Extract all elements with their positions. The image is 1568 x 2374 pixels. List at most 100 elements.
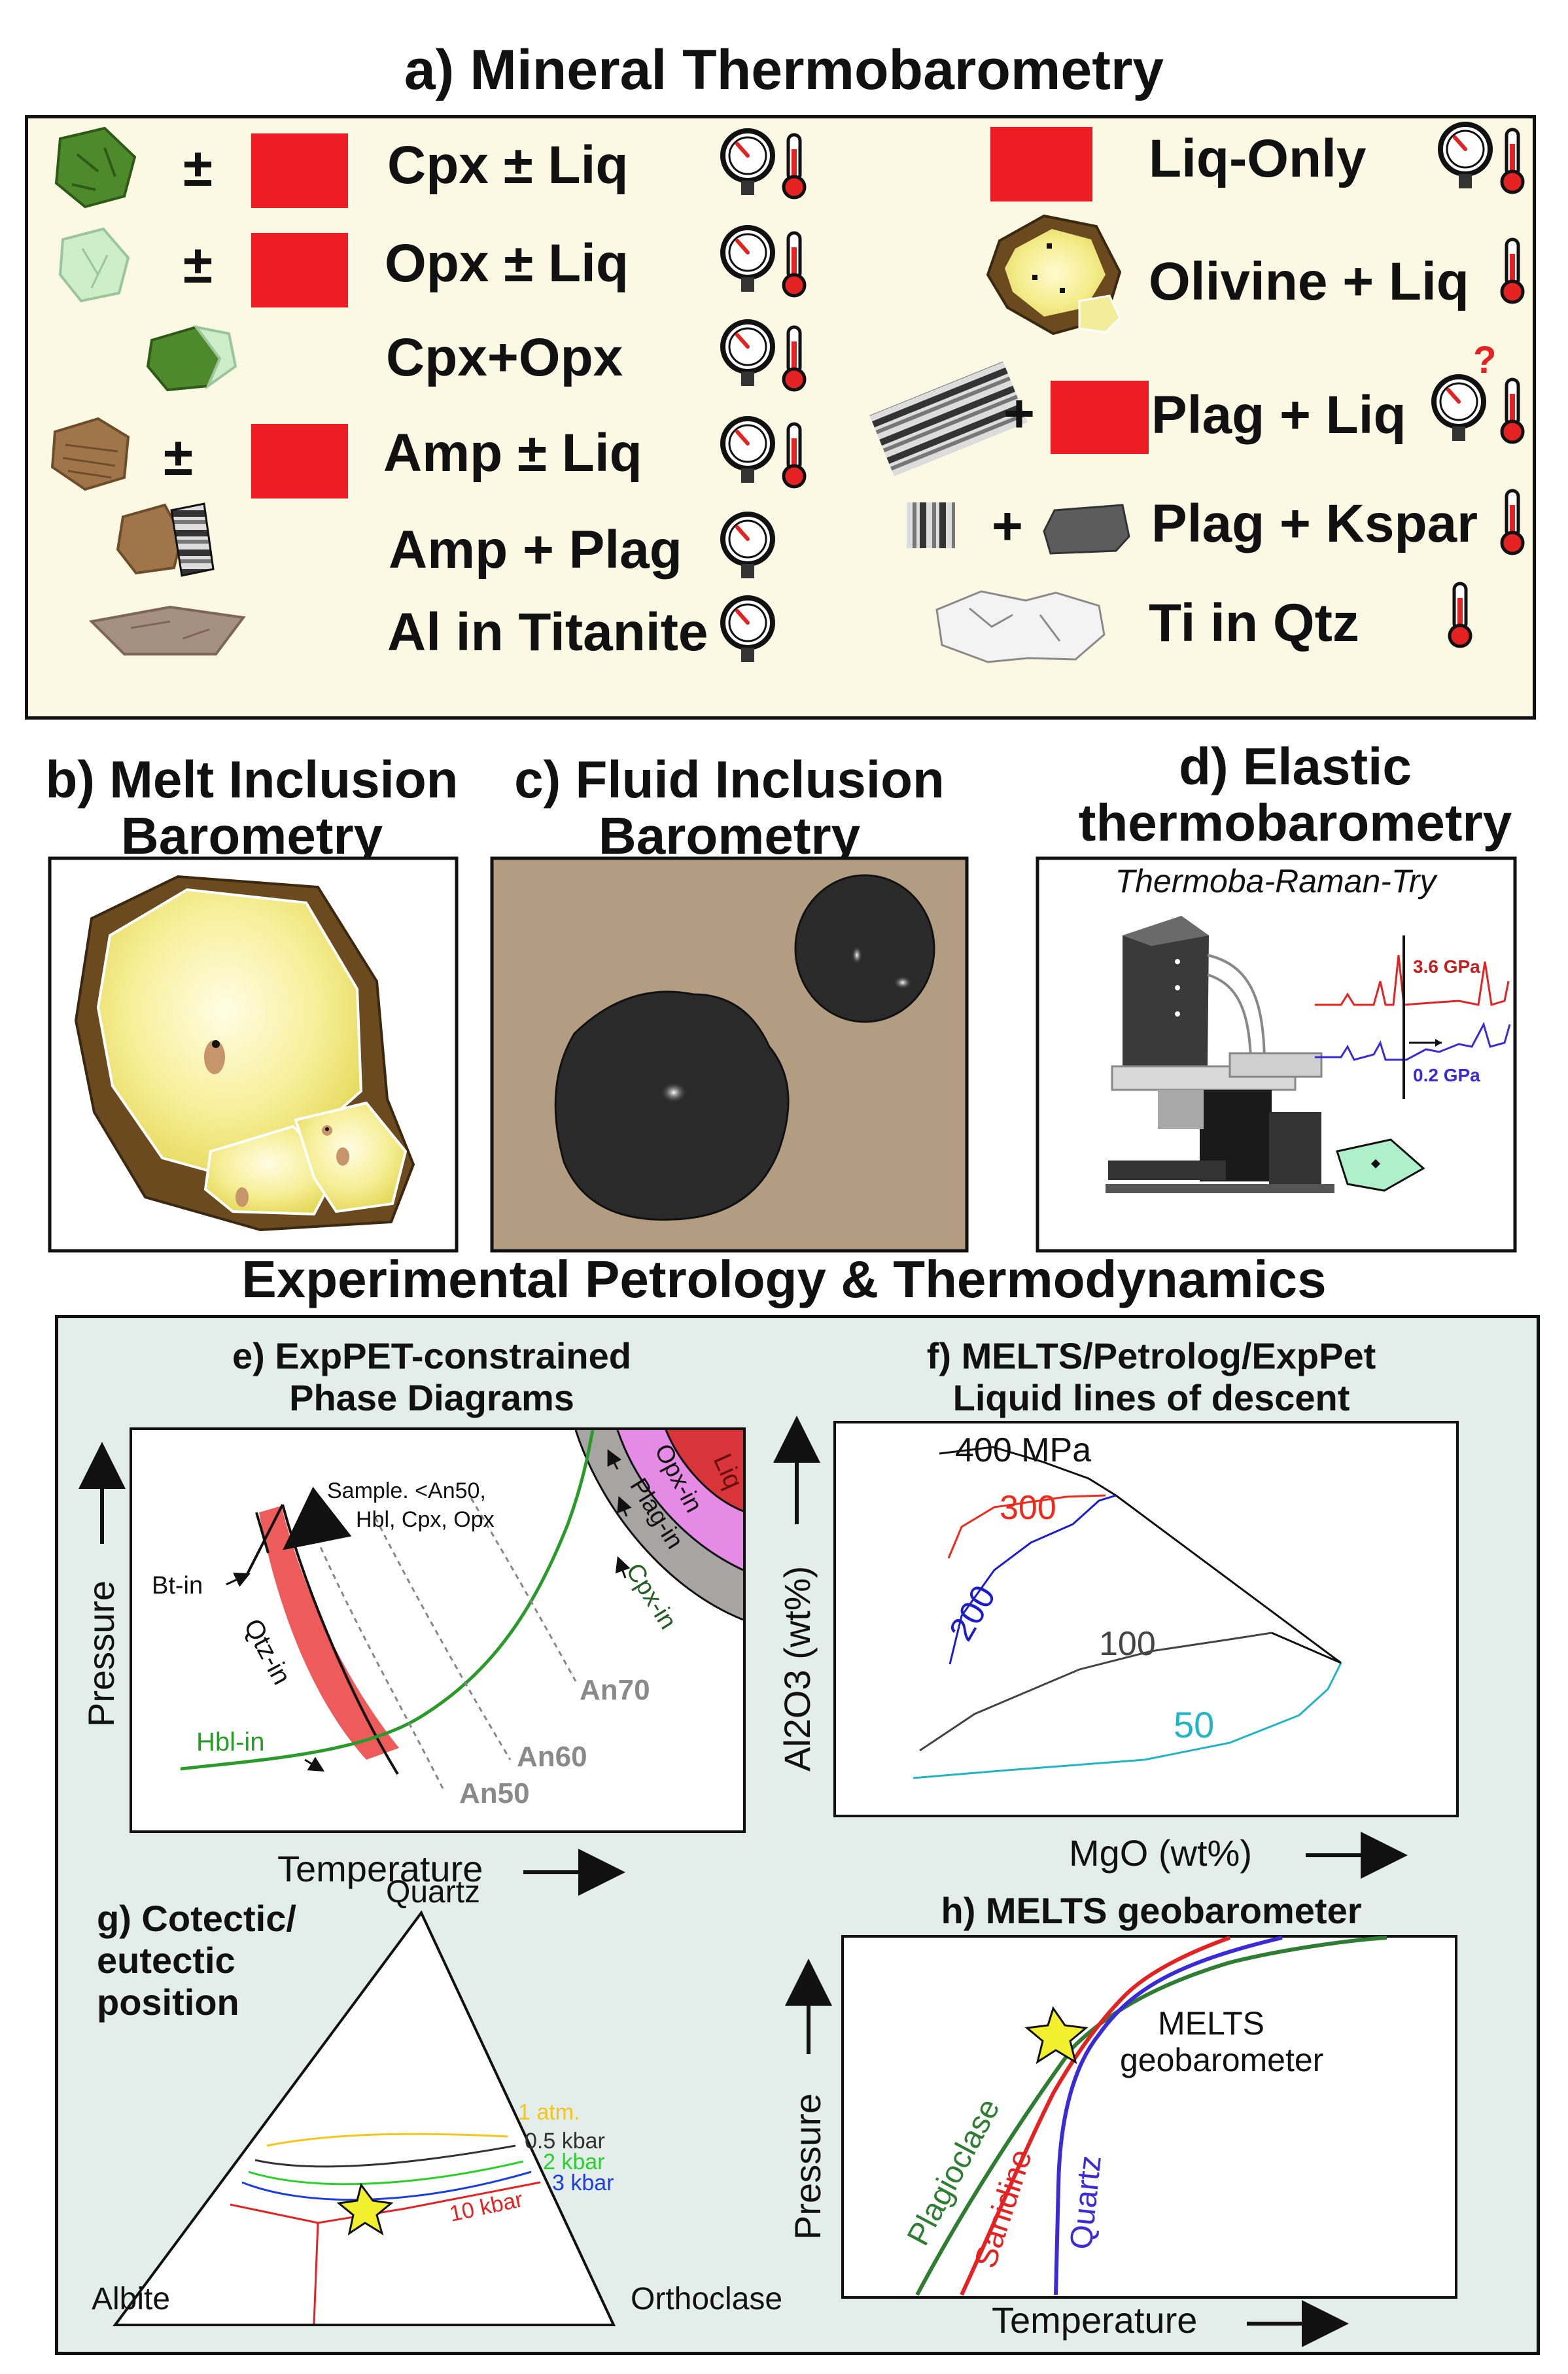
panel-h-ylabel: Pressure (787, 2093, 828, 2240)
cpx-opx-pair-icon (146, 325, 237, 392)
liquid-box-icon (251, 424, 348, 498)
liquid-box-icon (251, 233, 348, 307)
row-label-al-titanite: Al in Titanite (387, 602, 708, 662)
apex-orthoclase-label: Orthoclase (631, 2282, 782, 2316)
series-label-400: 400 MPa (955, 1431, 1091, 1469)
liquid-box-icon (251, 133, 348, 208)
panel-g-title-line3: position (97, 1981, 239, 2023)
amp-crystal-icon (50, 417, 130, 491)
panel-h-curves (915, 1936, 1387, 2296)
amp-plag-pair-icon (116, 502, 215, 577)
isobar-label-2kbar: 2 kbar (543, 2150, 605, 2174)
row-label-olivine-liq: Olivine + Liq (1149, 252, 1469, 311)
question-mark: ? (1473, 339, 1496, 381)
pressure-gauge-icon (723, 419, 773, 483)
plus-symbol: + (992, 497, 1023, 556)
label-bt-in: Bt-in (152, 1572, 203, 1599)
row-label-amp-liq: Amp ± Liq (383, 423, 642, 483)
thermometer-icon (1502, 491, 1523, 553)
titanite-crystal-icon (88, 605, 246, 655)
panel-f-ylabel: Al2O3 (wt%) (776, 1566, 818, 1772)
experimental-section-title: Experimental Petrology & Thermodynamics (241, 1250, 1327, 1308)
thermometer-icon (784, 327, 805, 390)
pressure-gauge-icon (1440, 124, 1490, 188)
sections-bcd-graphics (48, 856, 1517, 1253)
thermometer-icon (784, 135, 805, 198)
mineral-host-icon (1336, 1138, 1425, 1192)
row-label-opx-liq: Opx ± Liq (385, 234, 629, 293)
thermometer-icon (784, 233, 805, 296)
pressure-gauge-icon (723, 131, 773, 195)
series-400 (939, 1446, 1117, 1497)
row-label-plag-liq: Plag + Liq (1151, 385, 1406, 445)
row-label-cpx-liq: Cpx ± Liq (387, 135, 629, 195)
apex-quartz-label: Quartz (386, 1875, 480, 1910)
liquid-box-icon (1051, 381, 1149, 454)
row-label-plag-kspar: Plag + Kspar (1151, 494, 1478, 553)
raman-microscope-icon (1106, 916, 1334, 1193)
spectrum-low-label: 0.2 GPa (1413, 1065, 1480, 1085)
panel-e-xlabel: Temperature (277, 1848, 483, 1889)
isobar-label-05kbar: 0.5 kbar (525, 2129, 605, 2154)
series-300 (947, 1494, 1106, 1559)
plag-small-icon (907, 502, 955, 548)
plus-minus-symbol: ± (183, 235, 213, 294)
series-label-50: 50 (1174, 1704, 1214, 1745)
panel-f-plot-area (833, 1421, 1459, 1817)
melt-inclusion-crystal (74, 875, 415, 1232)
panel-h-center-label-line2: geobarometer (1120, 2042, 1323, 2078)
section-b-title-line2: Barometry (120, 807, 383, 865)
series-50 (913, 1662, 1342, 1779)
label-hbl-in: Hbl-in (196, 1728, 264, 1756)
panel-e-ylabel: Pressure (80, 1580, 122, 1727)
panel-f-title-line1: f) MELTS/Petrolog/ExpPet (926, 1335, 1376, 1376)
section-d-title-line2: thermobarometry (1078, 794, 1512, 852)
panel-h-title: h) MELTS geobarometer (941, 1890, 1362, 1931)
row-label-ti-qtz: Ti in Qtz (1149, 593, 1359, 653)
panel-f-xlabel: MgO (wt%) (1069, 1832, 1252, 1874)
series-label-300: 300 (1000, 1489, 1056, 1527)
thermometer-icon (1502, 130, 1523, 192)
series-200 (949, 1494, 1117, 1665)
liquid-box-icon (990, 127, 1092, 201)
thermometer-icon (1450, 584, 1471, 646)
kspar-crystal-icon (1043, 504, 1130, 555)
isobar-label-1atm: 1 atm. (518, 2100, 580, 2125)
panel-h-center-label-line1: MELTS (1158, 2005, 1264, 2042)
label-sample-line2: Hbl, Cpx, Opx (356, 1507, 495, 1532)
olivine-liquid-icon (986, 214, 1122, 336)
series-upper-envelope (1115, 1494, 1342, 1664)
section-a-title: a) Mineral Thermobarometry (404, 39, 1164, 101)
opx-crystal-icon (58, 227, 130, 303)
thermometer-icon (784, 424, 805, 487)
pressure-gauge-icon (723, 228, 773, 292)
thermometer-icon (1502, 379, 1523, 442)
experimental-graphics: Liq Opx-in Plag-in Cpx-in Bt-in Qtz-in H… (78, 1416, 1459, 2347)
raman-spectra (1315, 935, 1511, 1099)
panel-f-lines (913, 1446, 1342, 1779)
panel-h-plot-area (841, 1935, 1457, 2299)
fluid-inclusion-bubbles (554, 874, 935, 1221)
ternary-diagram (113, 1910, 616, 2326)
panel-g-title-line1: g) Cotectic/ (97, 1898, 296, 1939)
section-d-title-line1: d) Elastic (1179, 737, 1412, 795)
series-100 (919, 1632, 1272, 1752)
panel-g-title-line2: eutectic (97, 1940, 235, 1981)
thermometer-icon (1502, 239, 1523, 302)
panel-e-title-line2: Phase Diagrams (289, 1377, 574, 1418)
row-label-liq-only: Liq-Only (1149, 129, 1367, 188)
raman-subtitle: Thermoba-Raman-Try (1115, 863, 1437, 899)
pressure-gauge-question-icon: ? (1434, 339, 1496, 441)
plus-symbol: + (1003, 384, 1035, 444)
pressure-gauge-icon (723, 514, 773, 578)
isobar-label-3kbar: 3 kbar (552, 2171, 614, 2195)
plus-minus-symbol: ± (164, 427, 194, 487)
panel-e-title-line1: e) ExpPET-constrained (232, 1335, 631, 1376)
panel-f-title-line2: Liquid lines of descent (952, 1377, 1350, 1418)
section-a-panel (25, 115, 1536, 720)
spectrum-high-label: 3.6 GPa (1413, 956, 1480, 977)
plus-minus-symbol: ± (183, 138, 213, 198)
label-an70: An70 (580, 1674, 650, 1706)
label-an60: An60 (517, 1741, 587, 1773)
panel-h-xlabel: Temperature (992, 2299, 1197, 2341)
